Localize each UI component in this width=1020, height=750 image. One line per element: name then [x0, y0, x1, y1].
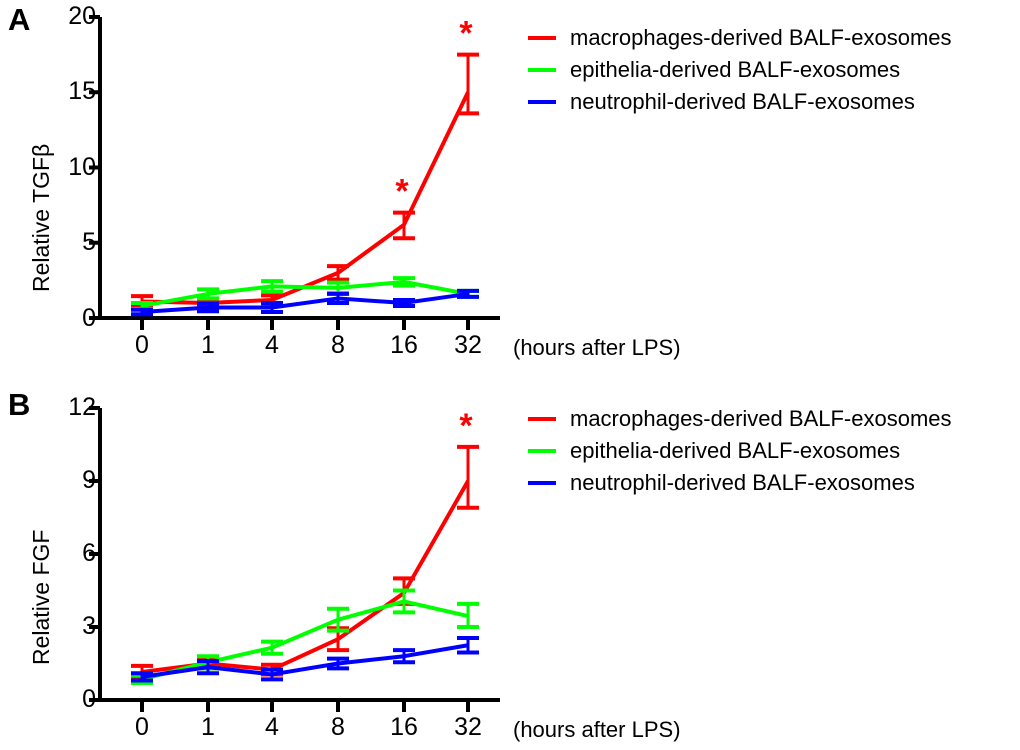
y-tick-label-b-12: 12 [68, 393, 96, 421]
y-tick-label-b-9: 9 [82, 466, 96, 494]
legend-swatch-green-icon [528, 449, 556, 453]
legend-label-neutrophil-a: neutrophil-derived BALF-exosomes [570, 89, 915, 114]
x-tick-label-a-8: 8 [331, 331, 345, 359]
panel-letter-b: B [8, 387, 31, 422]
y-tick-label-a-15: 15 [68, 77, 96, 105]
legend-item-macrophages-a[interactable]: macrophages-derived BALF-exosomes [528, 22, 952, 54]
x-tick-label-b-4: 4 [265, 713, 279, 741]
legend-label-epithelia-b: epithelia-derived BALF-exosomes [570, 438, 901, 463]
y-tick-label-b-0: 0 [82, 685, 96, 713]
x-tick-label-b-8: 8 [331, 713, 345, 741]
legend-swatch-green-icon [528, 68, 556, 72]
series-b [131, 588, 479, 685]
x-axis-caption-b: (hours after LPS) [513, 717, 681, 742]
y-tick-label-b-3: 3 [82, 612, 96, 640]
series-a [131, 276, 479, 311]
y-tick-label-a-0: 0 [82, 304, 96, 332]
x-tick-label-b-1: 1 [201, 713, 215, 741]
legend-item-epithelia-b[interactable]: epithelia-derived BALF-exosomes [528, 435, 952, 467]
x-tick-label-b-0: 0 [135, 713, 149, 741]
series-b: * [131, 407, 479, 681]
x-tick-label-a-0: 0 [135, 331, 149, 359]
y-tick-label-a-5: 5 [82, 228, 96, 256]
legend-label-neutrophil-b: neutrophil-derived BALF-exosomes [570, 470, 915, 495]
x-tick-label-b-16: 16 [390, 713, 418, 741]
x-tick-label-a-1: 1 [201, 331, 215, 359]
legend-label-macrophages-b: macrophages-derived BALF-exosomes [570, 406, 952, 431]
x-tick-label-a-32: 32 [454, 331, 482, 359]
legend-a: macrophages-derived BALF-exosomes epithe… [528, 22, 952, 118]
legend-item-neutrophil-a[interactable]: neutrophil-derived BALF-exosomes [528, 86, 952, 118]
x-tick-label-a-4: 4 [265, 331, 279, 359]
series-b [131, 635, 479, 683]
legend-item-neutrophil-b[interactable]: neutrophil-derived BALF-exosomes [528, 467, 952, 499]
significance-marker: * [459, 15, 473, 53]
axis-group-a [89, 15, 500, 330]
legend-item-macrophages-b[interactable]: macrophages-derived BALF-exosomes [528, 403, 952, 435]
legend-swatch-red-icon [528, 36, 556, 40]
legend-label-epithelia-a: epithelia-derived BALF-exosomes [570, 57, 901, 82]
panel-a: A Relative TGFβ 20 15 10 5 0 0 1 4 8 16 … [8, 2, 952, 360]
significance-marker: * [395, 173, 409, 211]
y-tick-label-b-6: 6 [82, 539, 96, 567]
series-a: ** [131, 15, 479, 309]
x-tick-label-b-32: 32 [454, 713, 482, 741]
legend-swatch-red-icon [528, 417, 556, 421]
panel-letter-a: A [8, 2, 31, 37]
panel-b: B Relative FGF 12 9 6 3 0 0 1 4 8 16 32 … [0, 375, 1020, 750]
legend-b: macrophages-derived BALF-exosomes epithe… [528, 403, 952, 499]
legend-label-macrophages-a: macrophages-derived BALF-exosomes [570, 25, 952, 50]
x-tick-label-a-16: 16 [390, 331, 418, 359]
legend-swatch-blue-icon [528, 100, 556, 104]
y-tick-label-a-20: 20 [68, 2, 96, 30]
series-a [131, 288, 479, 317]
legend-swatch-blue-icon [528, 481, 556, 485]
significance-marker: * [459, 407, 473, 445]
axis-group-b [89, 406, 500, 712]
y-tick-label-a-10: 10 [68, 153, 96, 181]
x-axis-caption-a: (hours after LPS) [513, 335, 681, 360]
legend-item-epithelia-a[interactable]: epithelia-derived BALF-exosomes [528, 54, 952, 86]
